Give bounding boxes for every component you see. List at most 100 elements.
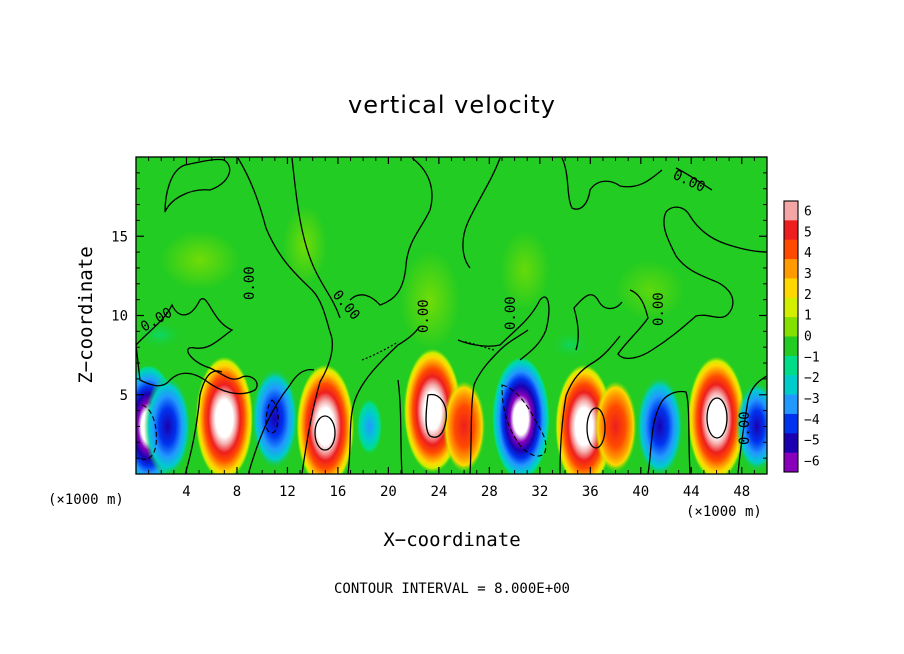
neg-contour-1: [139, 404, 157, 461]
colorbar-swatch: [784, 259, 798, 279]
contour-zero-16: [617, 206, 767, 360]
velocity-cell: [251, 367, 299, 470]
colorbar-swatch: [784, 433, 798, 454]
field-patch: [500, 230, 550, 310]
contour-zero-13: [559, 335, 621, 474]
contour-zero-12: [462, 157, 501, 269]
contour-zero-15: [573, 294, 623, 351]
contour-zero-9: [397, 379, 403, 474]
contour-label: 0.00: [737, 411, 753, 445]
dotted-segment-1: [361, 341, 399, 361]
pos-contour-2: [425, 393, 447, 438]
colorbar-tick-label: 6: [804, 204, 812, 219]
colorbar-tick-label: −1: [804, 350, 820, 365]
x-tick-label: 28: [481, 484, 498, 500]
colorbar-tick-label: −6: [804, 455, 820, 470]
colorbar-swatch: [784, 317, 798, 337]
contour-zero-18: [737, 375, 767, 474]
x-axis-label: X−coordinate: [383, 529, 520, 551]
x-tick-label: 8: [233, 484, 241, 500]
plot-area: [136, 157, 767, 474]
contour-zero-5: [291, 157, 341, 319]
x-tick-label: 32: [531, 484, 548, 500]
contour-label: 0.00: [242, 266, 258, 300]
colorbar-swatch: [784, 239, 798, 260]
negative-contours: [139, 384, 547, 461]
y-axis: 5 10 15: [111, 172, 767, 459]
contour-zero-3: [237, 157, 334, 474]
colorbar-tick-label: 5: [804, 225, 812, 240]
field-patch: [400, 250, 460, 350]
x-axis: 4 8 12 16 20 24 28 32 36 40 44 48: [148, 157, 755, 500]
y-axis-label: Z−coordinate: [75, 246, 97, 383]
x-tick-label: 48: [733, 484, 750, 500]
contour-zero-19: [675, 167, 713, 191]
colorbar-swatch: [784, 220, 798, 241]
contour-label: 0.00: [651, 292, 667, 326]
contour-label: 0.00: [503, 296, 519, 330]
contour-label: 0.00: [416, 299, 432, 333]
chart-title: vertical velocity: [348, 91, 556, 119]
contour-zero-17: [647, 390, 691, 474]
pos-contour-1: [314, 415, 336, 451]
dotted-segment-2: [464, 341, 495, 351]
contour-zero-10: [469, 329, 529, 474]
colorbar: 6 5 4 3 2 1 0 −1 −2 −3 −4 −5 −6: [783, 200, 820, 473]
field-patch: [136, 320, 185, 350]
velocity-cell: [687, 356, 746, 474]
velocity-cell: [636, 375, 684, 474]
velocity-cell: [296, 364, 355, 474]
x-tick-label: 44: [683, 484, 700, 500]
x-tick-label: 16: [329, 484, 346, 500]
colorbar-tick-label: −5: [804, 434, 820, 449]
colorbar-swatch: [784, 336, 798, 357]
colorbar-frame: [783, 200, 799, 473]
neg-contour-2: [501, 384, 547, 457]
velocity-cell: [195, 356, 254, 474]
field-patch: [160, 230, 240, 290]
contour-lines: [136, 157, 767, 474]
contour-zero-8: [347, 325, 421, 474]
colorbar-swatch: [784, 375, 798, 396]
x-tick-label: 36: [582, 484, 599, 500]
x-unit-right: (×1000 m): [686, 504, 762, 520]
colorbar-tick-label: 4: [804, 246, 812, 261]
colorbar-tick-label: −3: [804, 392, 820, 407]
velocity-cell: [735, 380, 767, 472]
velocity-cell: [594, 380, 637, 472]
x-tick-label: 20: [380, 484, 397, 500]
colorbar-swatch: [784, 201, 798, 221]
colorbar-swatch: [784, 413, 798, 434]
x-tick-label: 40: [632, 484, 649, 500]
colorbar-swatch: [784, 394, 798, 415]
colorbar-tick-label: 3: [804, 267, 812, 282]
contour-zero-7: [349, 157, 433, 306]
contour-interval-text: CONTOUR INTERVAL = 8.000E+00: [334, 581, 570, 597]
contour-zero-1: [136, 298, 258, 395]
dotted-segments: [361, 341, 495, 361]
x-tick-label: 12: [279, 484, 296, 500]
colorbar-swatch: [784, 297, 798, 318]
positive-core-contours: [314, 393, 728, 451]
pos-contour-4: [706, 397, 728, 439]
colorbar-tick-label: 2: [804, 288, 812, 303]
colorbar-swatch: [784, 452, 798, 473]
y-tick-label: 15: [111, 229, 128, 245]
x-tick-label: 4: [182, 484, 190, 500]
y-tick-label: 10: [111, 309, 128, 325]
colorbar-tick-label: 0: [804, 330, 812, 345]
field-patch: [283, 205, 327, 285]
colorbar-tick-label: −4: [804, 413, 820, 428]
pos-contour-3: [586, 407, 606, 449]
field-patch: [548, 330, 592, 360]
colorbar-tick-label: −2: [804, 371, 820, 386]
x-unit-left: (×1000 m): [48, 492, 124, 508]
y-tick-label: 5: [120, 388, 128, 404]
velocity-cell: [443, 380, 486, 472]
contour-zero-4: [247, 369, 315, 474]
colorbar-swatch: [784, 355, 798, 376]
velocity-cell: [492, 356, 550, 474]
contour-zero-14: [561, 157, 663, 210]
contour-zero-2: [184, 370, 223, 474]
